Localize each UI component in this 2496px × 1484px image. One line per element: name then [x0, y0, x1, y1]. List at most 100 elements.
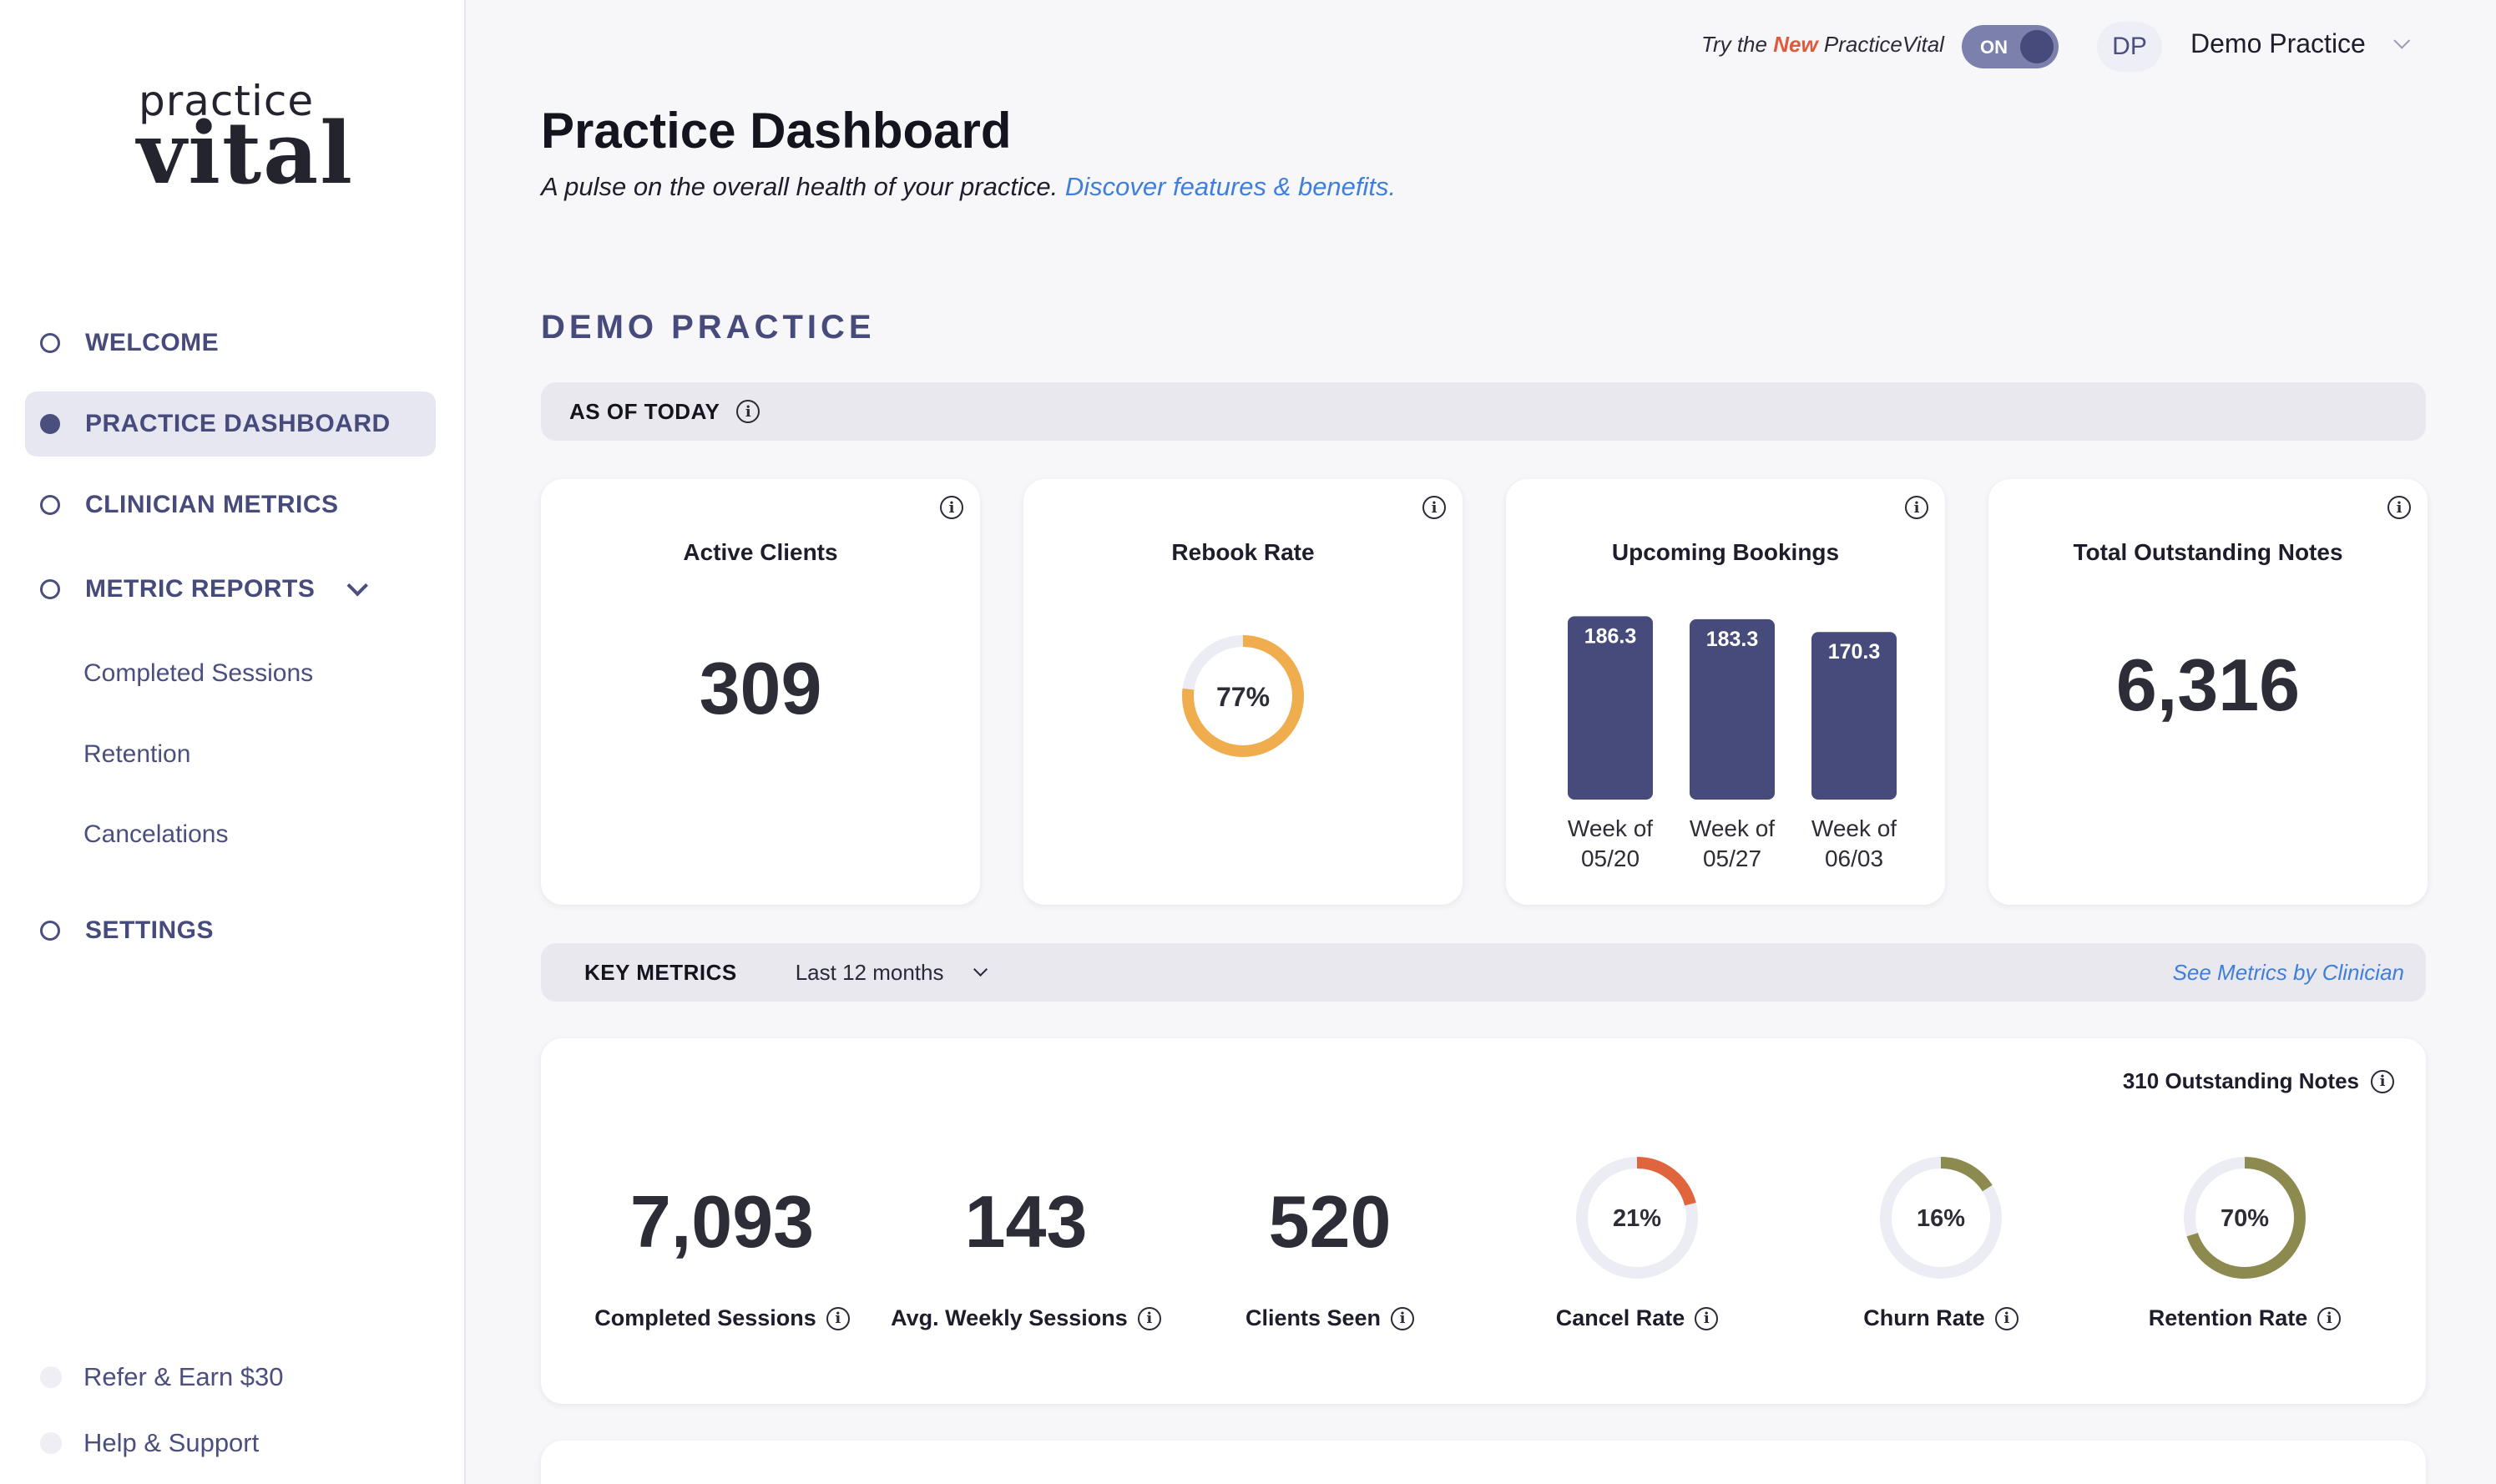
- info-icon[interactable]: i: [2317, 1306, 2342, 1330]
- active-clients-value: 309: [699, 647, 822, 729]
- rebook-rate-label: 77%: [1216, 682, 1270, 712]
- card-title: Active Clients: [683, 539, 838, 565]
- radio-circle-icon: [40, 495, 60, 515]
- as-of-today-bar: AS OF TODAY i: [541, 382, 2426, 441]
- period-select[interactable]: Last 12 months: [796, 960, 988, 986]
- info-icon[interactable]: i: [1695, 1306, 1719, 1330]
- nav-practice-dashboard[interactable]: PRACTICE DASHBOARD: [25, 391, 436, 457]
- bar-week-2[interactable]: [1690, 618, 1775, 800]
- chevron-down-icon: [973, 962, 988, 977]
- info-icon[interactable]: i: [1994, 1306, 2019, 1330]
- metric-label-text: Retention Rate: [2148, 1305, 2308, 1330]
- info-icon[interactable]: i: [1422, 496, 1446, 519]
- key-metrics-label: KEY METRICS: [584, 959, 737, 985]
- metric-label: Completed Sessions i: [568, 1305, 877, 1331]
- active-clients-card: i Active Clients 309: [541, 479, 980, 905]
- donut-arc: [2184, 1157, 2306, 1279]
- nav-settings[interactable]: SETTINGS: [25, 898, 436, 963]
- logo-vital-text: vital: [137, 103, 354, 204]
- churn-rate-donut: 16%: [1880, 1157, 2002, 1279]
- refer-earn-link[interactable]: Refer & Earn $30: [40, 1362, 284, 1392]
- info-icon[interactable]: i: [2371, 1069, 2394, 1093]
- x-tick-label: Week of: [1568, 815, 1653, 841]
- page-subtitle-text: A pulse on the overall health of your pr…: [541, 172, 1059, 201]
- info-icon[interactable]: i: [736, 400, 760, 423]
- key-metrics-bar: KEY METRICS Last 12 months See Metrics b…: [541, 943, 2426, 1002]
- upcoming-bookings-card: i Upcoming Bookings 186.3 Week of 05/20 183…: [1506, 479, 1945, 905]
- nav-metric-reports-label: METRIC REPORTS: [85, 575, 316, 603]
- help-support-link[interactable]: Help & Support: [40, 1428, 259, 1458]
- rebook-rate-card: i Rebook Rate 77%: [1023, 479, 1463, 905]
- nav-settings-label: SETTINGS: [85, 916, 215, 944]
- chevron-down-icon[interactable]: [346, 575, 369, 597]
- donut-value: 16%: [1917, 1205, 1965, 1232]
- metric-value: 7,093: [629, 1180, 815, 1263]
- nav-welcome[interactable]: WELCOME: [25, 310, 436, 376]
- metric-completed-sessions: 7,093 Completed Sessions i: [568, 1163, 877, 1331]
- practicevital-logo[interactable]: practice vital: [137, 77, 352, 204]
- retention-rate-donut: 70%: [2184, 1157, 2306, 1279]
- metric-label: Cancel Rate i: [1483, 1305, 1791, 1331]
- info-icon[interactable]: i: [2387, 496, 2411, 519]
- section-title: DEMO PRACTICE: [541, 309, 876, 346]
- discover-features-link[interactable]: Discover features & benefits.: [1064, 172, 1397, 201]
- donut-wrap: 16%: [1786, 1147, 2095, 1289]
- nav-practice-dashboard-label: PRACTICE DASHBOARD: [85, 410, 391, 437]
- donut-value: 70%: [2221, 1205, 2269, 1232]
- page-title: Practice Dashboard: [541, 103, 1012, 159]
- refer-earn-label: Refer & Earn $30: [83, 1362, 284, 1391]
- try-new-practicevital-text: Try the New PracticeVital: [1701, 32, 1944, 58]
- practice-selector-label: Demo Practice: [2190, 28, 2366, 58]
- card-title: Total Outstanding Notes: [2073, 539, 2343, 565]
- nav-cancelations[interactable]: Cancelations: [83, 820, 229, 848]
- nav-metric-reports[interactable]: METRIC REPORTS: [25, 557, 436, 622]
- info-icon[interactable]: i: [940, 496, 963, 519]
- outstanding-notes-value: 6,316: [2115, 644, 2301, 726]
- toggle-state-label: ON: [1980, 37, 2008, 58]
- filled-circle-icon: [40, 414, 60, 434]
- metric-label: Retention Rate i: [2090, 1305, 2399, 1331]
- metric-label-text: Cancel Rate: [1555, 1305, 1685, 1330]
- metric-label: Clients Seen i: [1175, 1305, 1484, 1331]
- metric-label-text: Avg. Weekly Sessions: [891, 1305, 1128, 1330]
- rebook-rate-donut: 77%: [1182, 635, 1304, 757]
- info-icon[interactable]: i: [1391, 1306, 1415, 1330]
- as-of-today-label: AS OF TODAY: [569, 398, 720, 424]
- new-version-toggle[interactable]: ON: [1962, 25, 2059, 68]
- cancel-rate-donut: 21%: [1576, 1157, 1698, 1279]
- metric-label-text: Completed Sessions: [594, 1305, 816, 1330]
- bar-value-label: 183.3: [1706, 628, 1759, 651]
- metric-label: Churn Rate i: [1786, 1305, 2095, 1331]
- see-metrics-by-clinician-link[interactable]: See Metrics by Clinician: [2172, 959, 2404, 985]
- toggle-knob: [2020, 30, 2054, 63]
- avatar[interactable]: DP: [2097, 22, 2162, 72]
- x-tick-label: 06/03: [1825, 845, 1883, 871]
- outstanding-notes-text: 310 Outstanding Notes: [2122, 1068, 2359, 1093]
- metric-value: 520: [1268, 1180, 1392, 1263]
- nav-retention[interactable]: Retention: [83, 740, 191, 768]
- card-title: Rebook Rate: [1171, 539, 1315, 565]
- bar-value-label: 186.3: [1584, 624, 1637, 648]
- bar-week-3[interactable]: [1811, 632, 1897, 800]
- outstanding-notes-card: i Total Outstanding Notes 6,316: [1988, 479, 2428, 905]
- bar-value-label: 170.3: [1828, 640, 1881, 664]
- dot-icon: [40, 1432, 62, 1454]
- metric-churn-rate: 16% Churn Rate i: [1786, 1147, 2095, 1331]
- info-icon[interactable]: i: [1137, 1306, 1161, 1330]
- radio-circle-icon: [40, 921, 60, 941]
- metric-clients-seen: 520 Clients Seen i: [1175, 1163, 1484, 1331]
- radio-circle-icon: [40, 579, 60, 599]
- try-prefix: Try the: [1701, 32, 1767, 57]
- info-icon[interactable]: i: [1905, 496, 1928, 519]
- bar-week-1[interactable]: [1568, 616, 1653, 800]
- practice-selector[interactable]: Demo Practice: [2190, 28, 2410, 59]
- donut-arc: [1576, 1157, 1698, 1279]
- nav-clinician-metrics[interactable]: CLINICIAN METRICS: [25, 472, 436, 538]
- x-tick-label: 05/20: [1581, 845, 1640, 871]
- nav-completed-sessions[interactable]: Completed Sessions: [83, 659, 314, 687]
- metric-cancel-rate: 21% Cancel Rate i: [1483, 1147, 1791, 1331]
- try-new-word: New: [1773, 32, 1818, 57]
- donut-arc: [1880, 1157, 2002, 1279]
- info-icon[interactable]: i: [826, 1306, 850, 1330]
- logo-practice-text: practice: [139, 77, 315, 125]
